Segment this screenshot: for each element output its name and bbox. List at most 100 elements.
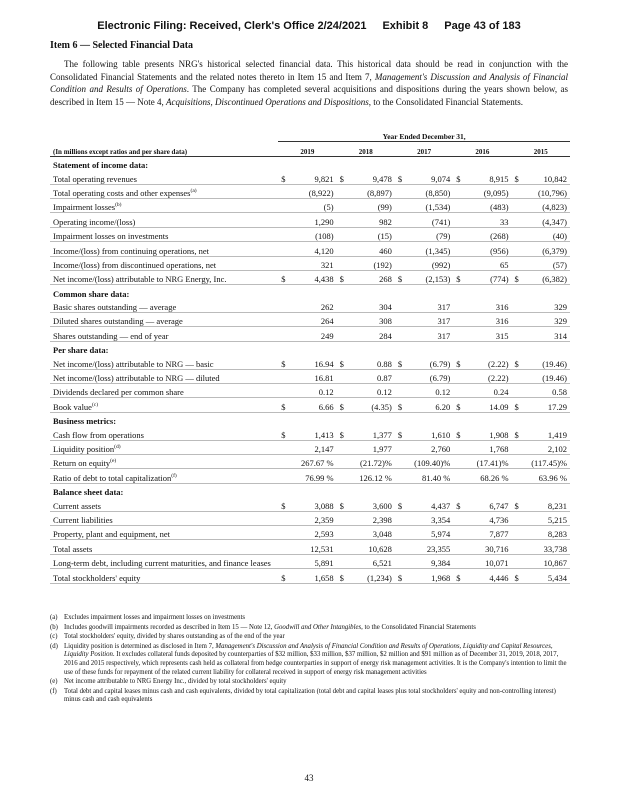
cell: $14.09 — [453, 397, 512, 413]
section-label: Balance sheet data: — [53, 487, 124, 498]
cell: (1,534) — [394, 198, 454, 214]
text-run: Total debt and capital leases minus cash… — [64, 687, 556, 704]
value: (2.22) — [488, 358, 509, 369]
value: 982 — [379, 216, 392, 227]
section-label: Common share data: — [53, 288, 130, 299]
cell: 10,867 — [511, 554, 570, 570]
value: 304 — [379, 302, 392, 313]
cell-box: (40) — [515, 231, 567, 241]
cell-box: 2,398 — [340, 515, 392, 525]
value: 8,915 — [489, 173, 509, 184]
cell-box: 23,355 — [398, 544, 450, 554]
value: 2,398 — [372, 514, 392, 525]
value: (117.45)% — [531, 458, 567, 469]
value: 33 — [500, 216, 509, 227]
cell-box: 126.12 % — [340, 473, 392, 483]
cell: (6.79) — [394, 369, 454, 385]
label-text: Shares outstanding — end of year — [53, 330, 169, 341]
currency: $ — [397, 401, 403, 412]
cell-box: $9,074 — [398, 174, 450, 184]
cell: 10,628 — [336, 539, 395, 555]
cell-box: (10,796) — [515, 188, 567, 198]
text-run: Management's Discussion and Analysis of … — [64, 642, 553, 659]
currency: $ — [281, 401, 286, 412]
currency: $ — [397, 173, 403, 184]
cell-box: (8,850) — [398, 188, 450, 198]
text-run: Management's Discussion and Analysis of … — [50, 71, 569, 95]
cell-box: (108) — [281, 231, 333, 241]
value: 317 — [437, 302, 451, 313]
data-row: Diluted shares outstanding — average 264 3… — [50, 312, 570, 328]
cell: $9,821 — [278, 170, 337, 185]
data-row: Property, plant and equipment, net 2,593 3… — [50, 525, 570, 541]
cell: 2,593 — [278, 525, 337, 541]
cell-box: $1,413 — [281, 430, 333, 440]
value: 8,283 — [547, 529, 567, 540]
cell-box: 7,877 — [456, 529, 508, 539]
value: 10,071 — [485, 558, 509, 569]
cell-box: (9,095) — [456, 188, 509, 198]
cell-box: 10,071 — [456, 558, 508, 568]
cell: $ (1,234) — [336, 568, 395, 584]
value: 0.87 — [376, 373, 392, 384]
value: 1,377 — [372, 429, 392, 440]
data-row: Shares outstanding — end of year 249 284 31… — [50, 326, 570, 342]
cell-box: 262 — [281, 302, 334, 312]
value: 9,478 — [372, 173, 392, 184]
cell-box: (21.72)% — [340, 458, 392, 468]
cell: $9,478 — [336, 170, 395, 185]
cell: 329 — [511, 312, 570, 328]
currency: $ — [397, 500, 403, 511]
row-label: Net income/(loss) attributable to NRG En… — [50, 270, 279, 286]
cell-box: $268 — [340, 274, 392, 284]
value: (4,347) — [542, 216, 567, 227]
data-row: Operating income/(loss) 1,290 982 (741) 33 (4… — [50, 212, 570, 228]
cell-box: 317 — [398, 316, 451, 326]
row-label: Operating income/(loss) — [50, 212, 279, 228]
cell-box: $1,377 — [340, 430, 392, 440]
cell-box: $1,658 — [281, 573, 333, 583]
cell: 1,768 — [453, 440, 512, 455]
footnote-text: Total stockholders' equity, divided by s… — [64, 633, 285, 642]
cell: 308 — [336, 312, 395, 328]
cell: 5,891 — [278, 554, 337, 570]
footnote-ref: (a) — [190, 188, 197, 195]
cell: 0.24 — [453, 383, 512, 399]
value: (10,796) — [537, 187, 567, 198]
cell: 316 — [453, 298, 512, 314]
cell-box: (1,534) — [398, 202, 450, 212]
cell: $ (2,153) — [394, 270, 454, 286]
cell-box: $6.20 — [398, 402, 450, 412]
value: 5,891 — [314, 558, 334, 569]
period-header-row: Year Ended December 31, — [50, 128, 570, 143]
cell-box: 3,048 — [340, 529, 392, 539]
cell-box: 10,867 — [515, 558, 567, 568]
cell: (4,823) — [511, 198, 570, 214]
label-text: Income/(loss) from discontinued operatio… — [53, 259, 217, 270]
currency: $ — [397, 429, 403, 440]
cell-box: 0.87 — [340, 373, 392, 383]
currency: $ — [514, 173, 519, 184]
cell-box: $9,478 — [340, 174, 392, 184]
cell: 126.12 % — [336, 468, 395, 484]
value: 76.99 % — [305, 472, 334, 483]
cell-box: (192) — [340, 260, 391, 270]
value: 0.12 — [318, 387, 334, 398]
cell: 0.87 — [336, 369, 395, 385]
value: 0.12 — [376, 387, 392, 398]
footnote-ref: (f) — [171, 472, 177, 479]
row-label: Dividends declared per common share — [50, 383, 279, 399]
label-text: Return on equity — [53, 458, 111, 469]
cell: (1,345) — [394, 241, 454, 257]
label-text: Current liabilities — [53, 514, 113, 525]
value: 1,977 — [372, 443, 392, 454]
cell: 5,974 — [394, 525, 454, 541]
value: 3,354 — [431, 514, 451, 525]
value: 264 — [320, 316, 334, 327]
footnote: (c) Total stockholders' equity, divided b… — [50, 633, 568, 642]
cell: $1,658 — [278, 568, 337, 584]
value: 460 — [379, 245, 392, 256]
footnote-text: Liquidity position is determined as disc… — [64, 643, 568, 677]
row-label: Impairment losses(b) — [50, 198, 279, 214]
data-row: Book value(c) $6.66 $ (4.35) $6.20 $14.09 $17.… — [50, 397, 570, 413]
